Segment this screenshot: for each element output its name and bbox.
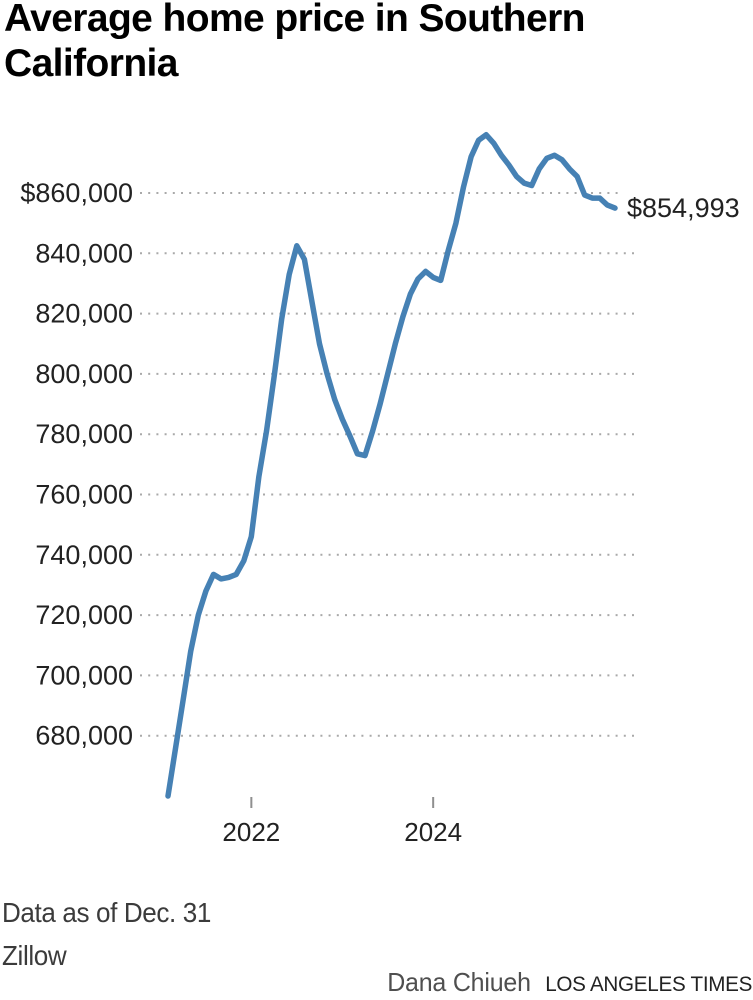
x-axis-label: 2022 <box>222 817 280 847</box>
y-axis-label: 680,000 <box>35 721 133 751</box>
y-axis-label: 720,000 <box>35 600 133 630</box>
x-axis-tick <box>250 797 253 808</box>
source-credit: Zillow <box>2 940 67 971</box>
current-value-label-bg <box>621 194 753 223</box>
y-axis-label: 800,000 <box>35 359 133 389</box>
y-axis-label: 820,000 <box>35 299 133 329</box>
y-axis-label: 840,000 <box>35 238 133 268</box>
x-axis-tick <box>432 797 435 808</box>
y-axis-label: 760,000 <box>35 480 133 510</box>
data-note: Data as of Dec. 31 <box>2 897 211 928</box>
price-line <box>165 132 618 799</box>
y-axis-label: 740,000 <box>35 540 133 570</box>
chart-title: Average home price in Southern Californi… <box>4 0 585 85</box>
y-axis-label: $860,000 <box>20 178 133 208</box>
y-axis-label: 700,000 <box>35 660 133 690</box>
current-value-label: $854,993 <box>627 193 740 223</box>
x-axis-label: 2024 <box>404 817 462 847</box>
byline-row: Dana Chiueh LOS ANGELES TIMES <box>387 967 752 998</box>
publication: LOS ANGELES TIMES <box>545 972 752 996</box>
byline: Dana Chiueh <box>387 967 531 997</box>
y-axis-label: 780,000 <box>35 419 133 449</box>
